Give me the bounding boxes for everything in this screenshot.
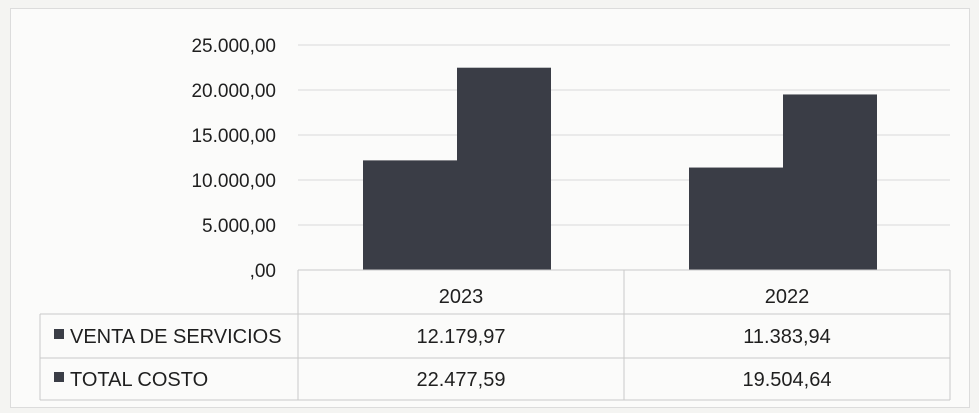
series-name: TOTAL COSTO <box>70 369 208 391</box>
y-tick-label: 25.000,00 <box>191 36 276 57</box>
bar-venta-de-servicios <box>689 167 783 270</box>
series-name: VENTA DE SERVICIOS <box>70 326 282 348</box>
legend-marker <box>54 372 64 382</box>
y-tick-label: 5.000,00 <box>202 216 276 237</box>
bar-total-costo <box>457 67 551 270</box>
y-tick-label: 20.000,00 <box>191 81 276 102</box>
y-tick-label: ,00 <box>250 261 276 282</box>
data-label: 19.504,64 <box>743 369 832 391</box>
bar-venta-de-servicios <box>363 160 457 270</box>
y-tick-label: 15.000,00 <box>191 126 276 147</box>
y-tick-label: 10.000,00 <box>191 171 276 192</box>
x-category-label: 2022 <box>765 286 810 308</box>
data-label: 11.383,94 <box>743 326 831 348</box>
x-category-label: 2023 <box>439 286 484 308</box>
legend-marker <box>54 329 64 339</box>
data-label: 22.477,59 <box>417 369 506 391</box>
data-label: 12.179,97 <box>417 326 506 348</box>
bar-total-costo <box>783 94 877 270</box>
